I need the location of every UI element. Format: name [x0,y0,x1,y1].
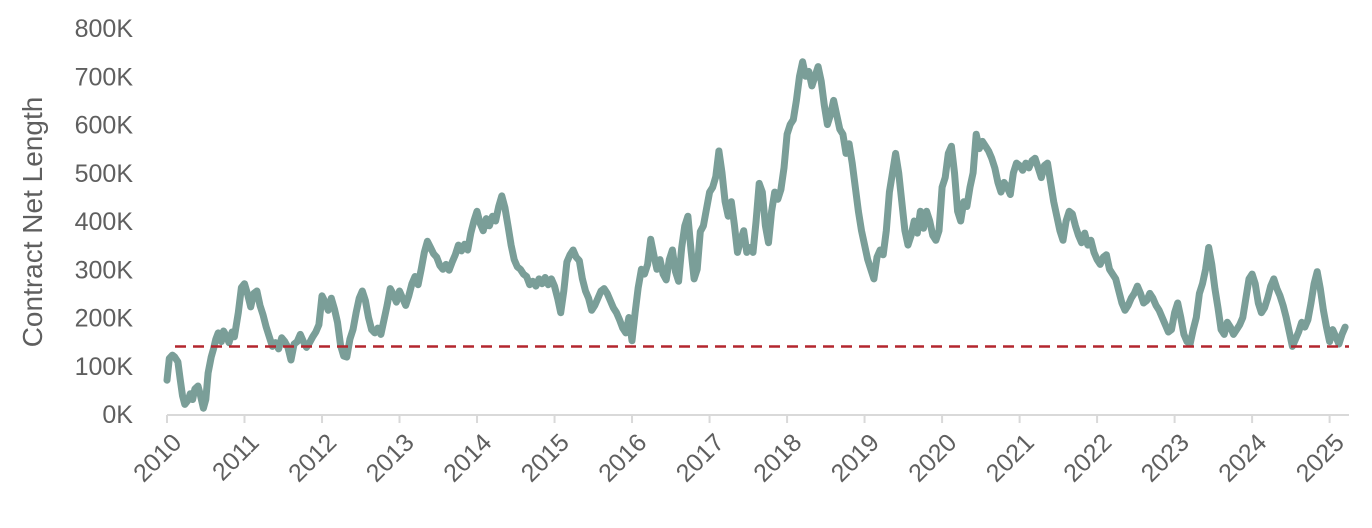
series-line-net-length [163,58,1349,412]
y-axis-title-group: Contract Net Length [17,97,48,348]
x-tick-label: 2019 [826,428,885,487]
x-tick-label: 2012 [283,428,342,487]
x-tick-label: 2010 [128,428,187,487]
y-tick-labels: 0K 100K 200K 300K 400K 500K 600K 700K 800K [75,15,134,429]
x-tick-labels: 2010 2011 2012 2013 2014 2015 2016 2017 2018 2019… [128,428,1350,487]
x-tick-label: 2025 [1291,428,1350,487]
y-tick-label: 700K [75,63,134,91]
y-tick-label: 600K [75,112,134,140]
y-tick-label: 300K [75,256,134,284]
x-tick-label: 2024 [1213,428,1272,487]
x-tick-label: 2018 [748,428,807,487]
x-tick-label: 2022 [1058,428,1117,487]
x-tick-label: 2011 [207,428,265,486]
x-tick-label: 2023 [1136,428,1195,487]
x-tick-label: 2020 [903,428,962,487]
y-tick-label: 0K [102,401,133,429]
y-tick-label: 800K [75,15,134,43]
x-tick-marks [166,415,1331,423]
x-tick-label: 2021 [981,428,1040,487]
x-tick-label: 2016 [593,428,652,487]
y-tick-label: 200K [75,305,134,333]
x-tick-label: 2014 [438,428,497,487]
y-tick-label: 100K [75,353,134,381]
y-tick-label: 500K [75,160,134,188]
y-tick-label: 400K [75,208,134,236]
x-tick-label: 2013 [361,428,420,487]
x-tick-label: 2015 [516,428,575,487]
x-tick-label: 2017 [671,428,730,487]
y-axis-title: Contract Net Length [17,97,48,348]
